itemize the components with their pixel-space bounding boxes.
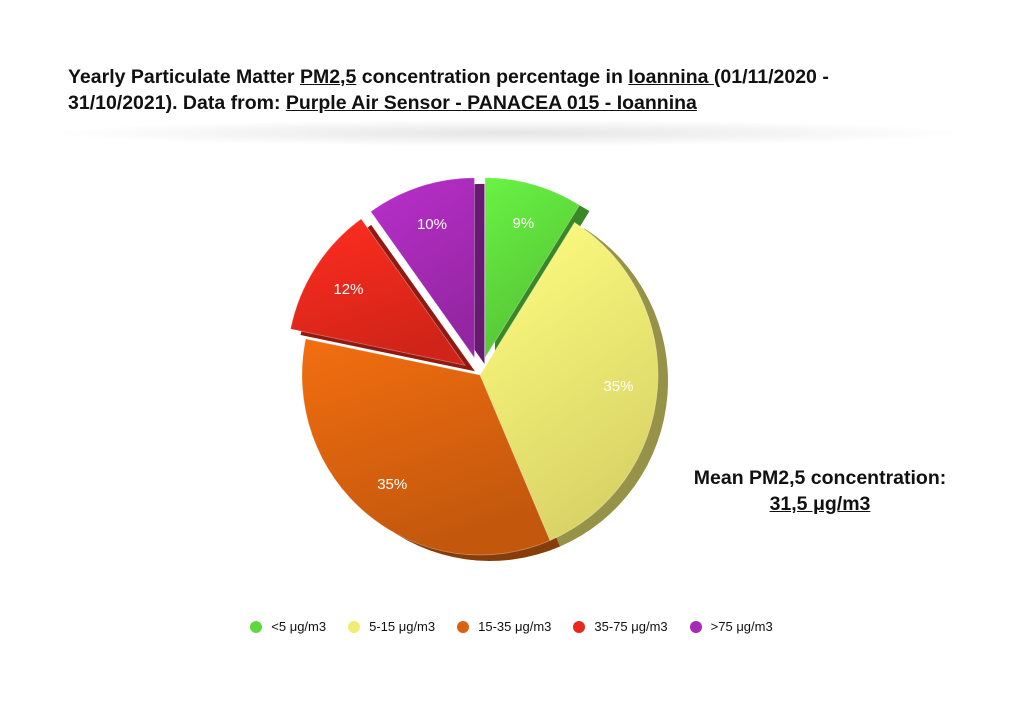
data-label-gt75: 10% xyxy=(417,216,447,233)
legend-item-lt5: <5 μg/m3 xyxy=(250,619,326,634)
title-link-city[interactable]: Ioannina xyxy=(628,66,714,88)
title-line-1: Yearly Particulate Matter PM2,5 concentr… xyxy=(68,66,829,88)
data-label-5-15: 35% xyxy=(603,378,633,395)
data-label-lt5: 9% xyxy=(512,215,534,232)
title-link-pm[interactable]: PM2,5 xyxy=(299,66,357,88)
legend-swatch-5-15 xyxy=(348,620,361,633)
legend-label-15-35: 15-35 μg/m3 xyxy=(478,619,552,634)
pie-slice-35-75 xyxy=(290,218,466,366)
legend-swatch-15-35 xyxy=(457,620,470,633)
legend-item-5-15: 5-15 μg/m3 xyxy=(348,619,435,634)
legend-label-lt5: <5 μg/m3 xyxy=(271,619,327,634)
chart-legend: <5 μg/m3 5-15 μg/m3 15-35 μg/m3 35-75 μg/m3… xyxy=(0,619,1023,634)
legend-label-35-75: 35-75 μg/m3 xyxy=(594,619,668,634)
mean-label: Mean PM2,5 concentration: xyxy=(693,467,947,489)
title-shadow xyxy=(60,120,960,146)
data-label-35-75: 12% xyxy=(333,281,363,298)
legend-item-gt75: >75 μg/m3 xyxy=(689,619,773,634)
legend-item-35-75: 35-75 μg/m3 xyxy=(573,619,668,634)
mean-annotation: Mean PM2,5 concentration: 31,5 μg/m3 xyxy=(650,465,990,517)
pie-slice-gt75 xyxy=(370,177,475,360)
legend-swatch-35-75 xyxy=(573,620,586,633)
legend-label-5-15: 5-15 μg/m3 xyxy=(369,619,436,634)
legend-item-15-35: 15-35 μg/m3 xyxy=(457,619,551,634)
pie-slice-5-15 xyxy=(479,221,659,542)
title-line-2: 31/10/2021). Data from: Purple Air Senso… xyxy=(68,92,697,114)
legend-swatch-gt75 xyxy=(689,620,702,633)
chart-title: Yearly Particulate Matter PM2,5 concentr… xyxy=(68,64,968,116)
pie-slice-15-35 xyxy=(301,338,551,556)
title-link-source[interactable]: Purple Air Sensor - PANACEA 015 - Ioanni… xyxy=(285,92,697,114)
data-label-15-35: 35% xyxy=(377,476,407,493)
legend-swatch-lt5 xyxy=(250,620,263,633)
mean-value: 31,5 μg/m3 xyxy=(769,493,871,515)
pie-slice-lt5 xyxy=(484,177,581,360)
legend-label-gt75: >75 μg/m3 xyxy=(710,619,773,634)
